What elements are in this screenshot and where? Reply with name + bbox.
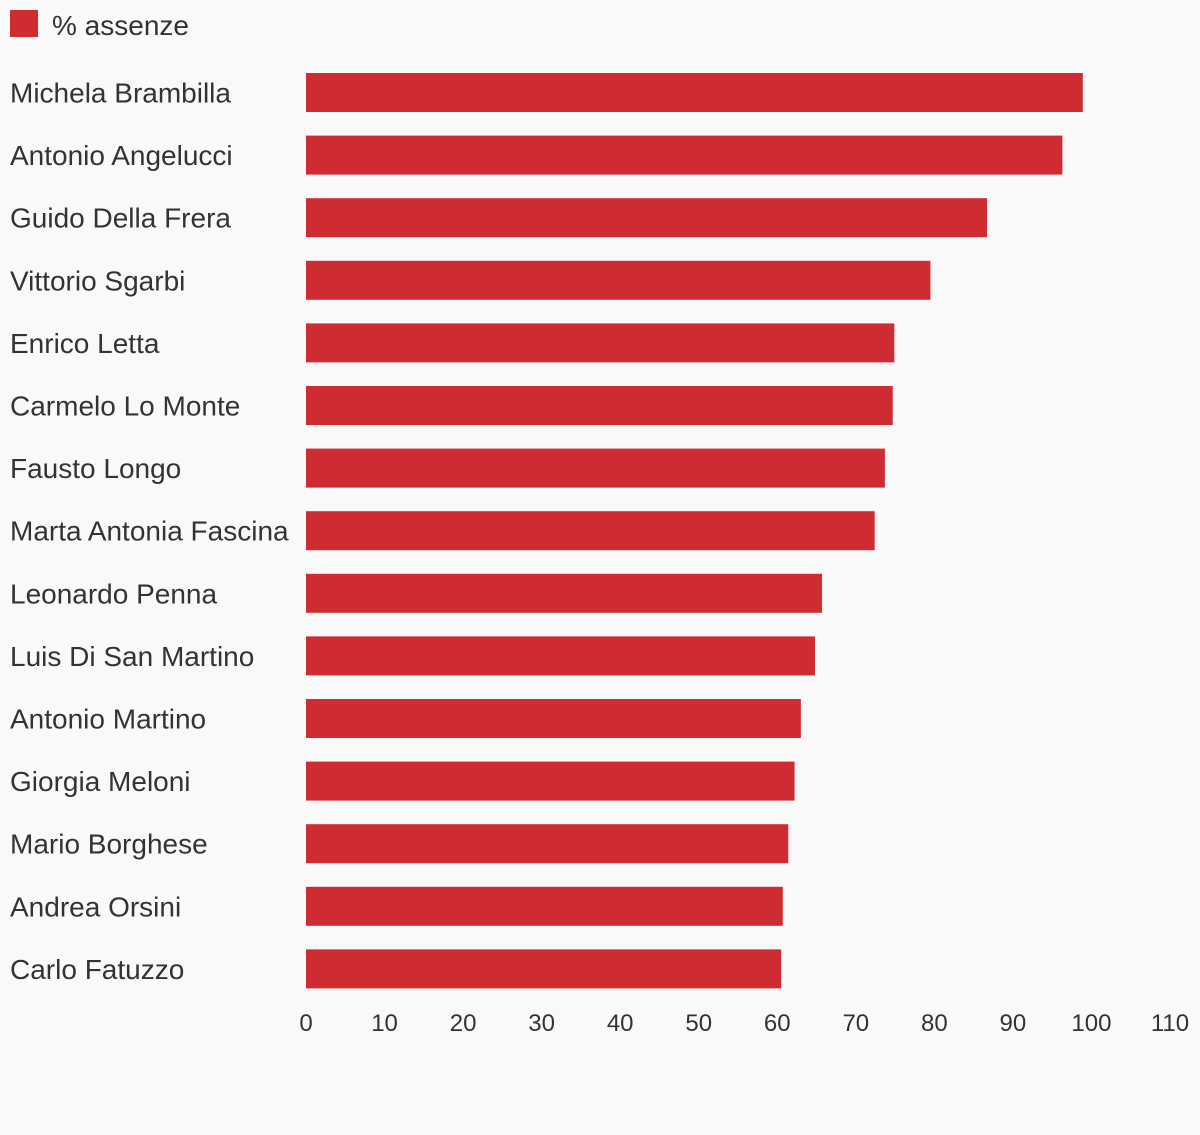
category-label: Vittorio Sgarbi bbox=[10, 265, 185, 296]
bar bbox=[306, 636, 815, 676]
bar bbox=[306, 824, 789, 864]
bar bbox=[306, 260, 931, 300]
bars bbox=[306, 73, 1083, 989]
category-label: Michela Brambilla bbox=[10, 78, 231, 109]
x-axis-ticks: 0 10 20 30 40 50 60 70 80 90 100 110 bbox=[299, 1010, 1189, 1037]
category-label: Antonio Angelucci bbox=[10, 140, 233, 171]
bar bbox=[306, 386, 893, 425]
bar bbox=[306, 135, 1063, 175]
bar bbox=[306, 511, 875, 551]
legend-label: % assenze bbox=[52, 10, 189, 41]
x-tick-label: 110 bbox=[1151, 1010, 1189, 1037]
category-label: Leonardo Penna bbox=[10, 578, 218, 609]
category-label: Marta Antonia Fascina bbox=[10, 516, 289, 547]
x-tick-label: 10 bbox=[371, 1010, 398, 1037]
category-label: Enrico Letta bbox=[10, 328, 160, 359]
bar bbox=[306, 73, 1083, 112]
category-label: Guido Della Frera bbox=[10, 203, 231, 234]
x-tick-label: 50 bbox=[685, 1010, 712, 1037]
bar bbox=[306, 699, 801, 738]
category-label: Antonio Martino bbox=[10, 704, 206, 735]
x-tick-label: 30 bbox=[528, 1010, 555, 1037]
bar bbox=[306, 949, 782, 989]
bar bbox=[306, 573, 823, 613]
x-tick-label: 80 bbox=[921, 1010, 948, 1037]
x-tick-label: 40 bbox=[607, 1010, 634, 1037]
category-label: Carmelo Lo Monte bbox=[10, 391, 240, 422]
legend: % assenze bbox=[10, 10, 189, 41]
category-labels: Michela Brambilla Antonio Angelucci Guido … bbox=[10, 78, 289, 985]
bar bbox=[306, 448, 885, 488]
bar bbox=[306, 886, 783, 926]
category-label: Fausto Longo bbox=[10, 453, 181, 484]
x-tick-label: 0 bbox=[299, 1010, 312, 1037]
bar bbox=[306, 761, 795, 801]
x-tick-label: 100 bbox=[1071, 1010, 1111, 1037]
x-tick-label: 60 bbox=[764, 1010, 791, 1037]
legend-swatch bbox=[10, 10, 38, 37]
category-label: Mario Borghese bbox=[10, 829, 208, 860]
bar bbox=[306, 198, 987, 238]
x-tick-label: 20 bbox=[450, 1010, 477, 1037]
category-label: Andrea Orsini bbox=[10, 891, 181, 922]
category-label: Giorgia Meloni bbox=[10, 766, 191, 797]
x-tick-label: 90 bbox=[1000, 1010, 1027, 1037]
bar bbox=[306, 323, 895, 363]
category-label: Luis Di San Martino bbox=[10, 641, 254, 672]
category-label: Carlo Fatuzzo bbox=[10, 954, 184, 985]
x-tick-label: 70 bbox=[842, 1010, 869, 1037]
